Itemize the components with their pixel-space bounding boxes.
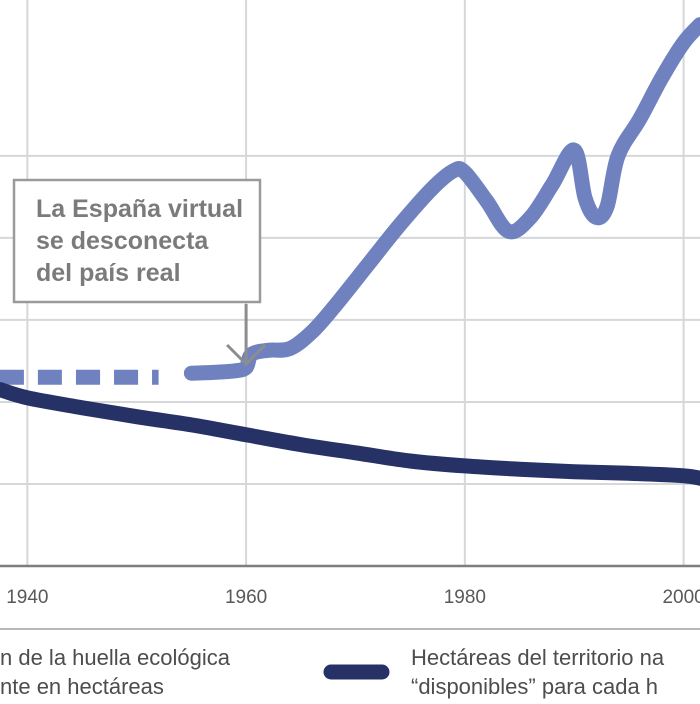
annotation: La España virtual se desconecta del país…	[12, 178, 267, 367]
arrow-head	[226, 343, 267, 367]
annotation-box	[12, 178, 262, 304]
legend-label-line-1: Hectáreas del territorio na	[411, 645, 665, 670]
legend: n de la huella ecológica nte en hectárea…	[0, 645, 665, 699]
series-footprint-line	[183, 17, 700, 381]
series-territory-line	[0, 382, 700, 486]
legend-label-line-2: “disponibles” para cada h	[411, 674, 658, 699]
x-axis: 1940 1960 1980 2000	[0, 564, 700, 608]
annotation-line-1: La España virtual	[36, 195, 243, 223]
series-layer	[0, 17, 700, 486]
x-tick-label: 1940	[6, 587, 48, 608]
x-tick-label: 1980	[444, 587, 486, 608]
x-tick-label: 1960	[225, 587, 267, 608]
annotation-arrow-icon	[226, 304, 267, 367]
annotation-line-2: se desconecta	[36, 227, 209, 255]
x-tick-label: 2000	[662, 587, 700, 608]
legend-label-line-1: n de la huella ecológica	[0, 645, 231, 670]
annotation-line-3: del país real	[36, 259, 181, 287]
legend-item-footprint: n de la huella ecológica nte en hectárea…	[0, 645, 231, 699]
legend-label-line-2: nte en hectáreas	[0, 674, 164, 699]
legend-item-territory: Hectáreas del territorio na “disponibles…	[323, 645, 665, 699]
